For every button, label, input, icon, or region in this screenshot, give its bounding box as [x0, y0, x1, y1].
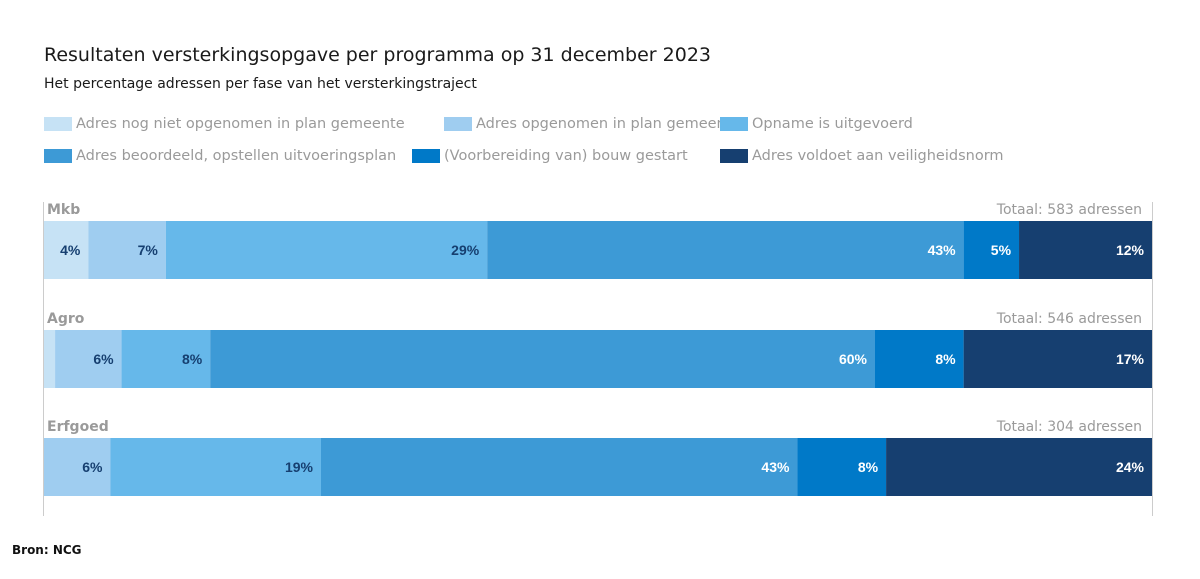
legend-swatch: [44, 149, 72, 163]
category-label: Erfgoed: [47, 419, 109, 435]
legend-label: Adres opgenomen in plan gemeente: [476, 116, 741, 132]
data-label: 43%: [761, 459, 790, 475]
legend-swatch: [412, 149, 440, 163]
bar-segment: [1019, 221, 1152, 279]
data-label: 6%: [93, 351, 114, 367]
bar-segment: [44, 221, 89, 279]
legend-label: Adres nog niet opgenomen in plan gemeent…: [76, 116, 405, 132]
data-label: 12%: [1116, 242, 1145, 258]
data-label: 17%: [1116, 351, 1145, 367]
bar-segment: [487, 221, 964, 279]
bar-segment: [963, 221, 1020, 279]
legend-item: Adres nog niet opgenomen in plan gemeent…: [44, 116, 405, 132]
bar-segment: [963, 330, 1152, 388]
data-label: 6%: [82, 459, 103, 475]
category-label: Mkb: [47, 202, 80, 218]
data-label: 5%: [991, 242, 1012, 258]
data-label: 8%: [182, 351, 203, 367]
total-label: Totaal: 304 adressen: [996, 419, 1142, 435]
bar-segment: [55, 330, 122, 388]
legend-label: Opname is uitgevoerd: [752, 116, 913, 132]
data-label: 60%: [839, 351, 868, 367]
legend-item: Opname is uitgevoerd: [720, 116, 913, 132]
data-label: 29%: [451, 242, 480, 258]
legend-swatch: [444, 117, 472, 131]
bar-segment: [44, 330, 56, 388]
bar-segment: [886, 438, 1152, 496]
data-label: 24%: [1116, 459, 1145, 475]
bar-segment: [44, 438, 111, 496]
source-note: Bron: NCG: [12, 543, 82, 557]
legend-item: Adres voldoet aan veiligheidsnorm: [720, 148, 1004, 164]
data-label: 43%: [928, 242, 957, 258]
bar-segment: [210, 330, 875, 388]
total-label: Totaal: 546 adressen: [996, 311, 1142, 327]
bar-segment: [121, 330, 211, 388]
legend-item: Adres beoordeeld, opstellen uitvoeringsp…: [44, 148, 396, 164]
legend-label: Adres voldoet aan veiligheidsnorm: [752, 148, 1004, 164]
legend-label: Adres beoordeeld, opstellen uitvoeringsp…: [76, 148, 397, 164]
chart-subtitle: Het percentage adressen per fase van het…: [44, 76, 477, 92]
data-label: 19%: [285, 459, 314, 475]
data-label: 4%: [60, 242, 81, 258]
category-label: Agro: [47, 311, 85, 327]
data-label: 7%: [138, 242, 159, 258]
total-label: Totaal: 583 adressen: [996, 202, 1142, 218]
data-label: 8%: [935, 351, 956, 367]
legend-swatch: [720, 149, 748, 163]
legend-item: Adres opgenomen in plan gemeente: [444, 116, 740, 132]
bar-segment: [875, 330, 964, 388]
legend-swatch: [44, 117, 72, 131]
bar-segment: [165, 221, 488, 279]
legend-item: (Voorbereiding van) bouw gestart: [412, 148, 688, 164]
chart-title: Resultaten versterkingsopgave per progra…: [44, 44, 711, 66]
legend-label: (Voorbereiding van) bouw gestart: [444, 148, 688, 164]
bar-segment: [110, 438, 321, 496]
bar-segment: [88, 221, 166, 279]
bar-segment: [797, 438, 887, 496]
data-label: 8%: [858, 459, 879, 475]
bar-segment: [321, 438, 798, 496]
legend-swatch: [720, 117, 748, 131]
